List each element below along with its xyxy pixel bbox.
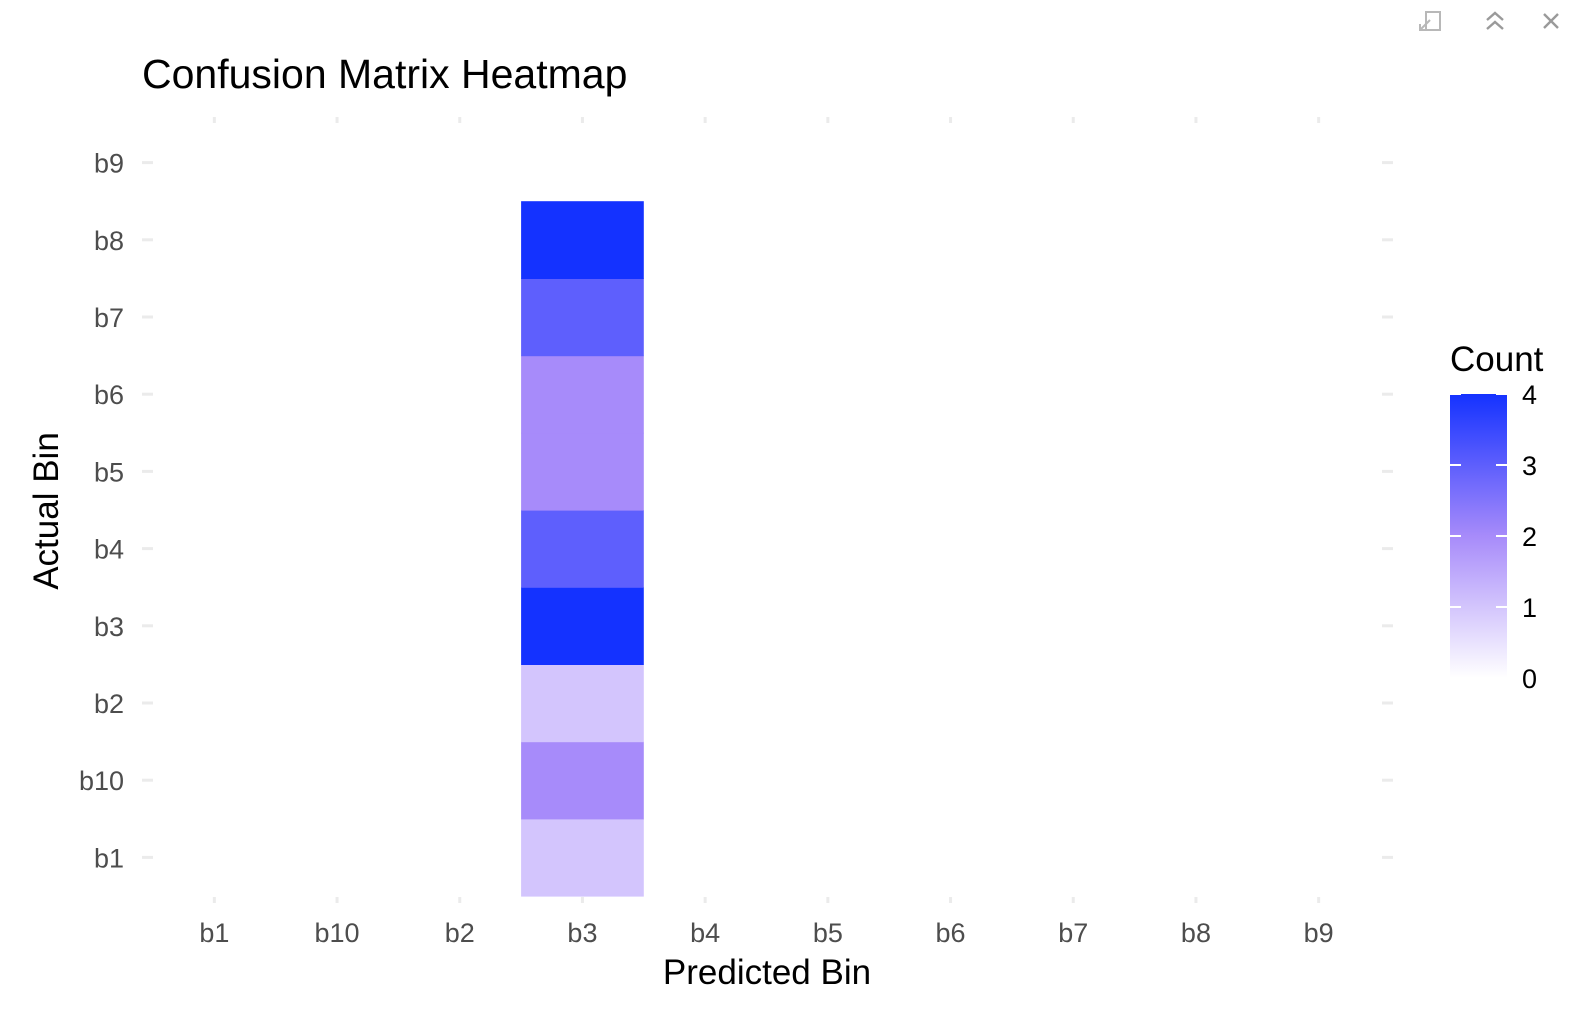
y-axis-ticks: b1 b10 b2 b3 b4 b5 b6 b7 b8 b9: [79, 149, 1393, 873]
heatmap-cells: [521, 201, 644, 897]
legend-title: Count: [1450, 340, 1544, 379]
y-tick-label-b1: b1: [94, 843, 124, 873]
heatmap-cell-b2-b3: [521, 664, 644, 743]
heatmap-cell-b10-b3: [521, 741, 644, 820]
collapse-icon: [1486, 11, 1504, 30]
x-tick-label-b6: b6: [936, 918, 966, 948]
heatmap-cell-b6-b3: [521, 355, 644, 434]
heatmap-cell-b5-b3: [521, 432, 644, 511]
x-tick-label-b2: b2: [445, 918, 475, 948]
x-tick-label-b3: b3: [567, 918, 597, 948]
x-tick-label-b10: b10: [315, 918, 360, 948]
legend-tick-label-2: 2: [1522, 522, 1537, 552]
heatmap-cell-b4-b3: [521, 510, 644, 588]
heatmap-cell-b7-b3: [521, 278, 644, 357]
legend-ticks: 0 1 2 3 4: [1450, 380, 1537, 694]
y-tick-label-b3: b3: [94, 612, 124, 642]
x-tick-label-b8: b8: [1181, 918, 1211, 948]
y-tick-label-b6: b6: [94, 380, 124, 410]
y-tick-label-b5: b5: [94, 457, 124, 487]
heatmap-cell-b1-b3: [521, 818, 644, 897]
legend-tick-label-4: 4: [1522, 380, 1537, 410]
y-tick-label-b4: b4: [94, 535, 124, 565]
x-axis-ticks: b1 b10 b2 b3 b4 b5 b6 b7 b8 b9: [199, 117, 1334, 948]
y-tick-label-b8: b8: [94, 226, 124, 256]
x-tick-label-b5: b5: [813, 918, 843, 948]
x-tick-label-b9: b9: [1304, 918, 1334, 948]
y-tick-label-b9: b9: [94, 149, 124, 179]
heatmap-cell-b8-b3: [521, 201, 644, 279]
y-tick-label-b10: b10: [79, 766, 124, 796]
export-button[interactable]: [1414, 4, 1448, 38]
x-tick-label-b1: b1: [199, 918, 229, 948]
export-icon: [1419, 11, 1441, 31]
legend-tick-label-0: 0: [1522, 664, 1537, 694]
y-tick-label-b7: b7: [94, 303, 124, 333]
legend-tick-label-1: 1: [1522, 593, 1537, 623]
legend-tick-label-3: 3: [1522, 451, 1537, 481]
close-button[interactable]: [1534, 4, 1568, 38]
color-legend: Count 0 1 2 3 4: [1450, 340, 1544, 694]
x-tick-label-b7: b7: [1058, 918, 1088, 948]
collapse-button[interactable]: [1478, 4, 1512, 38]
y-axis-title: Actual Bin: [27, 432, 66, 590]
x-axis-title: Predicted Bin: [663, 953, 871, 992]
close-icon: [1543, 13, 1559, 29]
x-tick-label-b4: b4: [690, 918, 720, 948]
heatmap-cell-b3-b3: [521, 587, 644, 665]
y-tick-label-b2: b2: [94, 689, 124, 719]
chart-title: Confusion Matrix Heatmap: [142, 51, 627, 97]
